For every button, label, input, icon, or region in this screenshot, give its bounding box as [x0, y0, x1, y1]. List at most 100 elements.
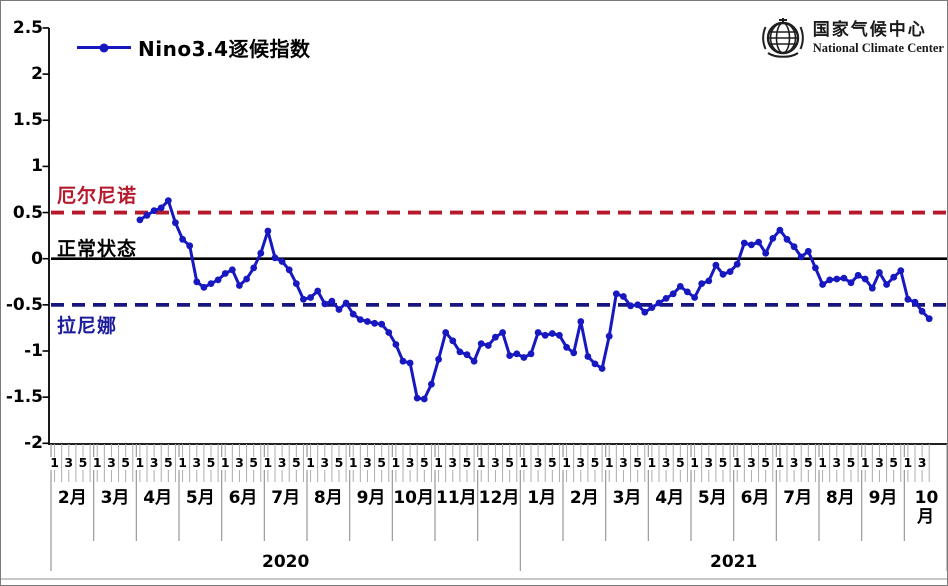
pentad-tick-label: 3 — [916, 455, 928, 470]
data-point — [776, 226, 784, 234]
data-point — [257, 249, 265, 257]
data-point — [520, 354, 528, 361]
pentad-tick-label: 5 — [674, 455, 686, 470]
data-point — [570, 349, 578, 357]
data-point — [399, 357, 407, 365]
data-point — [221, 270, 229, 277]
month-label: 10月 — [914, 488, 939, 527]
data-point — [740, 239, 748, 247]
data-point — [726, 268, 734, 275]
month-label: 12月 — [478, 488, 520, 508]
month-label: 2月 — [57, 488, 87, 508]
month-label: 4月 — [655, 488, 685, 508]
data-point — [783, 235, 791, 243]
pentad-tick-label: 1 — [347, 455, 359, 470]
pentad-tick-label: 3 — [660, 455, 672, 470]
y-axis-tick-label: -0.5 — [5, 294, 43, 315]
data-point — [883, 281, 890, 288]
ncc-name-english: National Climate Center — [812, 40, 944, 55]
pentad-tick-label: 3 — [191, 455, 203, 470]
data-point — [477, 340, 485, 347]
data-point — [797, 253, 805, 261]
data-point — [819, 281, 826, 288]
data-point — [442, 329, 450, 336]
pentad-tick-label: 3 — [404, 455, 416, 470]
pentad-tick-label: 3 — [788, 455, 800, 470]
pentad-tick-label: 3 — [490, 455, 501, 470]
pentad-tick-label: 5 — [418, 455, 430, 470]
pentad-tick-label: 1 — [902, 455, 914, 470]
pentad-tick-label: 3 — [703, 455, 715, 470]
month-label: 4月 — [143, 488, 173, 508]
year-label: 2020 — [261, 552, 310, 572]
pentad-tick-label: 1 — [817, 455, 828, 470]
data-point — [762, 249, 770, 257]
pentad-tick-label: 1 — [390, 455, 402, 470]
month-label: 11月 — [435, 488, 477, 508]
data-point — [648, 304, 656, 311]
data-point — [292, 280, 300, 287]
month-label: 10月 — [393, 488, 434, 508]
data-point — [826, 276, 834, 284]
pentad-tick-label: 5 — [205, 455, 217, 470]
pentad-tick-label: 1 — [91, 455, 103, 470]
data-point — [314, 287, 322, 295]
data-point — [563, 343, 570, 351]
data-point — [755, 238, 762, 246]
pentad-tick-label: 1 — [49, 455, 60, 470]
data-point — [605, 332, 613, 340]
data-point — [840, 274, 848, 282]
data-point — [712, 261, 720, 269]
month-label: 8月 — [313, 488, 343, 508]
data-point — [925, 315, 933, 323]
data-point — [307, 294, 314, 301]
data-point — [207, 280, 215, 287]
legend-dot-icon — [99, 43, 109, 52]
pentad-tick-label: 1 — [689, 455, 700, 470]
data-point — [705, 277, 713, 285]
data-point — [228, 266, 236, 274]
pentad-tick-label: 1 — [475, 455, 487, 470]
data-point — [392, 341, 400, 348]
pentad-tick-label: 5 — [632, 455, 644, 470]
data-point — [193, 278, 201, 286]
data-point — [698, 280, 706, 287]
data-point — [577, 318, 585, 325]
y-axis-tick-label: -2 — [24, 433, 43, 454]
data-point — [349, 310, 357, 318]
month-label: 6月 — [740, 488, 770, 508]
data-point — [150, 207, 158, 215]
pentad-tick-label: 3 — [874, 455, 885, 470]
data-point — [833, 275, 841, 283]
legend-series-label: Nino3.4逐候指数 — [138, 37, 311, 61]
month-label: 7月 — [783, 488, 813, 508]
data-point — [456, 348, 464, 356]
pentad-tick-label: 5 — [504, 455, 516, 470]
data-point — [541, 331, 549, 339]
data-point — [548, 330, 556, 337]
pentad-tick-label: 5 — [845, 455, 857, 470]
data-point — [214, 276, 222, 284]
normal-state-label: 正常状态 — [57, 238, 138, 260]
data-point — [300, 295, 307, 303]
ncc-globe-icon — [762, 18, 804, 58]
pentad-tick-label: 3 — [831, 455, 843, 470]
pentad-tick-label: 5 — [888, 455, 900, 470]
y-axis-tick-label: 0.5 — [12, 202, 43, 223]
data-point — [271, 254, 279, 262]
data-point — [627, 302, 634, 310]
data-point — [136, 216, 144, 224]
year-label: 2021 — [709, 552, 758, 572]
ncc-logo-text: 国家气候中心 National Climate Center — [812, 20, 944, 55]
pentad-tick-label: 1 — [518, 455, 530, 470]
data-point — [157, 204, 165, 212]
data-point — [918, 307, 926, 315]
data-point — [634, 301, 642, 309]
la-nina-threshold-label: 拉尼娜 — [57, 315, 118, 337]
data-point — [420, 395, 428, 403]
data-point — [428, 380, 435, 388]
data-point — [684, 288, 691, 296]
data-point — [143, 211, 151, 219]
pentad-tick-label: 5 — [802, 455, 814, 470]
